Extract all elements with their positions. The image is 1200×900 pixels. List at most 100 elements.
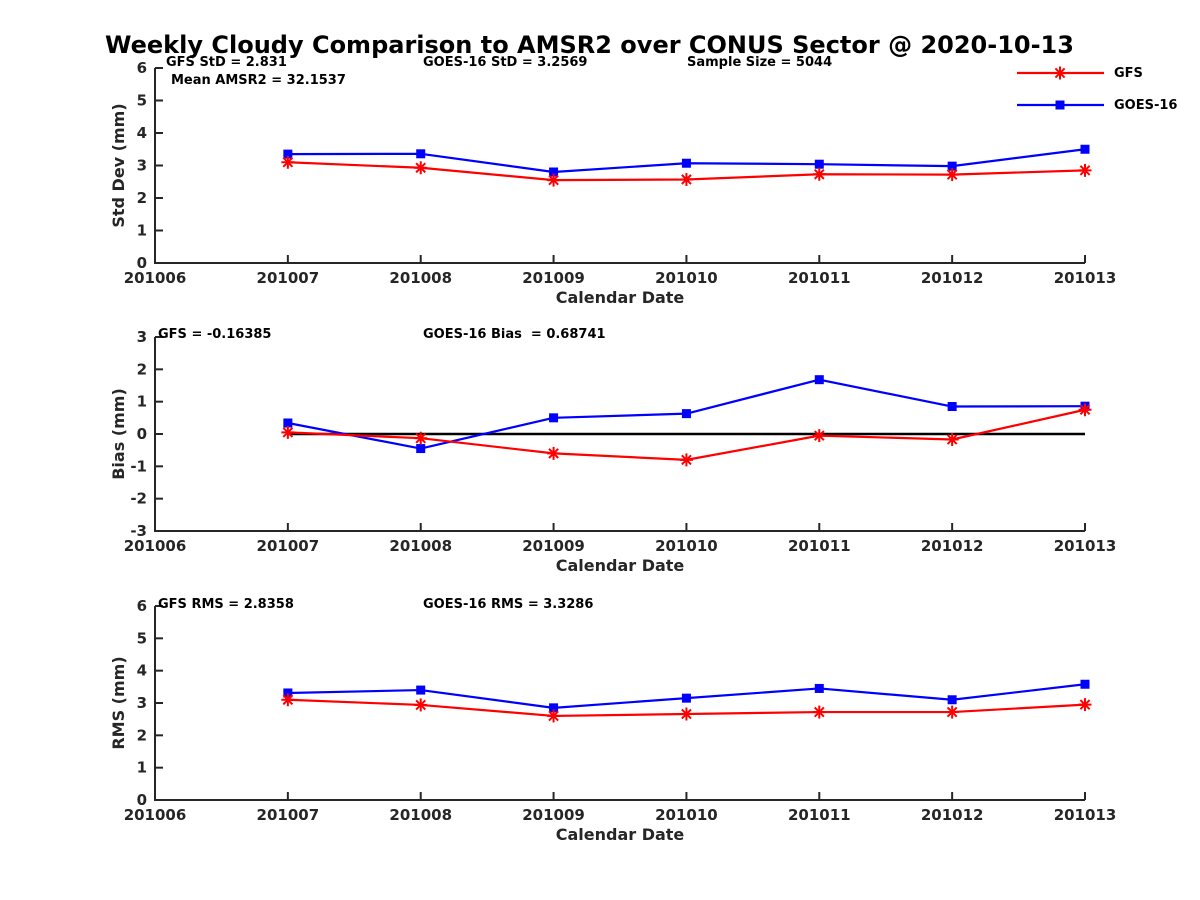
x-tick-label: 201006	[124, 806, 187, 824]
gfs-point-asterisk-marker-icon	[281, 155, 295, 169]
legend-item-goes16: GOES-16	[1016, 97, 1177, 113]
gfs-point-asterisk-spoke	[282, 427, 294, 438]
x-tick-label: 201006	[124, 269, 187, 287]
legend-item-gfs: GFS	[1016, 65, 1177, 81]
gfs-point-asterisk-marker-icon	[414, 431, 428, 445]
legend-sample-asterisk-marker-icon	[1053, 66, 1067, 80]
goes16-point-square-marker-icon	[416, 685, 426, 695]
annotation-gfs-bias: GFS = -0.16385	[158, 327, 272, 342]
gfs-point-asterisk-spoke	[1079, 404, 1091, 416]
annotation-gfs-rms: GFS RMS = 2.8358	[158, 597, 294, 612]
x-tick-label: 201007	[257, 806, 320, 824]
gfs-point-asterisk-marker-icon	[812, 429, 826, 443]
gfs-point-asterisk-spoke	[1079, 165, 1091, 176]
goes16-point-square-marker-icon	[681, 158, 691, 168]
gfs-point-asterisk-spoke	[282, 694, 294, 706]
x-axis-label: Calendar Date	[556, 825, 685, 844]
gfs-point-asterisk-marker-icon	[1078, 163, 1092, 177]
x-tick-label: 201007	[257, 537, 320, 555]
gfs-point-asterisk-marker-icon	[547, 709, 561, 723]
gfs-point-asterisk-spoke	[813, 168, 825, 180]
annotation-gfs-std: GFS StD = 2.831	[166, 55, 287, 70]
gfs-point-asterisk-marker-icon	[679, 707, 693, 721]
y-tick-label: 3	[137, 157, 147, 175]
x-tick-label: 201013	[1054, 806, 1117, 824]
goes16-point-square-marker-icon	[283, 149, 293, 159]
goes16-point-square-marker-icon	[814, 159, 824, 169]
gfs-point-asterisk-marker-icon	[547, 173, 561, 187]
gfs-line-marker-icon	[1017, 66, 1104, 80]
y-tick-label: 0	[137, 425, 147, 443]
gfs-point-asterisk-spoke	[813, 706, 825, 718]
annotation-mean-amsr2: Mean AMSR2 = 32.1537	[171, 73, 346, 88]
legend-label-gfs: GFS	[1114, 65, 1143, 81]
x-tick-label: 201009	[522, 269, 585, 287]
gfs-point-asterisk-spoke	[548, 174, 559, 186]
gfs-point-asterisk-spoke	[548, 710, 559, 722]
gfs-point-asterisk-spoke	[282, 156, 294, 168]
y-tick-label: 2	[137, 360, 147, 378]
y-tick-label: -1	[130, 457, 147, 475]
gfs-point-asterisk-spoke	[548, 448, 559, 459]
legend: GFS GOES-16	[1016, 65, 1177, 129]
goes16-point-square-marker-icon	[549, 167, 559, 177]
goes16-point-square-marker-icon	[416, 444, 426, 454]
y-tick-label: 6	[137, 597, 147, 615]
x-tick-label: 201011	[788, 269, 851, 287]
y-tick-label: 4	[137, 124, 147, 142]
x-tick-label: 201006	[124, 537, 187, 555]
gfs-point-asterisk-marker-icon	[945, 168, 959, 182]
gfs-point-asterisk-marker-icon	[547, 446, 561, 460]
goes16-point-square-marker-icon	[681, 409, 691, 419]
x-tick-label: 201013	[1054, 269, 1117, 287]
goes16-line-marker-icon	[1017, 100, 1104, 110]
gfs-point-asterisk-spoke	[415, 699, 427, 711]
gfs-point-asterisk-marker-icon	[414, 161, 428, 175]
goes16-point-square-marker-icon	[549, 413, 559, 423]
y-axis-label: Bias (mm)	[109, 388, 128, 480]
x-tick-label: 201008	[389, 537, 452, 555]
gfs-point-asterisk-marker-icon	[1078, 403, 1092, 417]
goes16-point-square-marker-icon	[1080, 679, 1090, 689]
gfs-point-asterisk-spoke	[415, 162, 427, 174]
x-tick-label: 201011	[788, 537, 851, 555]
gfs-point-asterisk-marker-icon	[1078, 698, 1092, 712]
annotation-goes16-bias: GOES-16 Bias = 0.68741	[423, 327, 606, 342]
gfs-point-asterisk-marker-icon	[679, 453, 693, 467]
legend-label-goes16: GOES-16	[1114, 97, 1178, 113]
x-axis-label: Calendar Date	[556, 288, 685, 307]
y-tick-label: -2	[130, 490, 147, 508]
y-tick-label: 1	[137, 393, 147, 411]
gfs-point-asterisk-marker-icon	[812, 167, 826, 181]
x-tick-label: 201012	[921, 269, 984, 287]
gfs-point-asterisk-marker-icon	[281, 425, 295, 439]
y-tick-label: 2	[137, 726, 147, 744]
goes16-point-square-marker-icon	[549, 703, 559, 713]
subplot-2: -3 -2 -1 0 1 2 3 201006 201007 201008 201009 201010…	[109, 328, 1116, 575]
gfs-point-asterisk-marker-icon	[414, 698, 428, 712]
legend-sample-square-marker-icon	[1055, 100, 1065, 110]
y-axis-label: Std Dev (mm)	[109, 103, 128, 227]
gfs-point-asterisk-spoke	[1079, 699, 1091, 710]
gfs-point-asterisk-spoke	[946, 706, 958, 718]
goes16-point-square-marker-icon	[1080, 144, 1090, 154]
page-title: Weekly Cloudy Comparison to AMSR2 over C…	[105, 31, 1074, 59]
subplot-1: 0 1 2 3 4 5 6 201006 201007 201008 201009 201010 201…	[109, 59, 1116, 307]
x-tick-label: 201012	[921, 537, 984, 555]
gfs-point-asterisk-marker-icon	[281, 693, 295, 707]
y-tick-label: 1	[137, 759, 147, 777]
x-tick-label: 201009	[522, 806, 585, 824]
goes16-point-square-marker-icon	[283, 418, 293, 428]
x-tick-label: 201012	[921, 806, 984, 824]
x-tick-label: 201008	[389, 806, 452, 824]
goes16-point-square-marker-icon	[416, 149, 426, 159]
y-tick-label: 6	[137, 59, 147, 77]
x-tick-label: 201008	[389, 269, 452, 287]
y-axis-label: RMS (mm)	[109, 656, 128, 749]
subplot-3: 0 1 2 3 4 5 6 201006 201007 201008 201009 201010 201…	[109, 597, 1116, 844]
gfs-point-asterisk-spoke	[946, 169, 958, 180]
gfs-point-asterisk-spoke	[681, 708, 692, 720]
gfs-point-asterisk-marker-icon	[812, 705, 826, 719]
y-tick-label: 1	[137, 222, 147, 240]
x-tick-label: 201007	[257, 269, 320, 287]
